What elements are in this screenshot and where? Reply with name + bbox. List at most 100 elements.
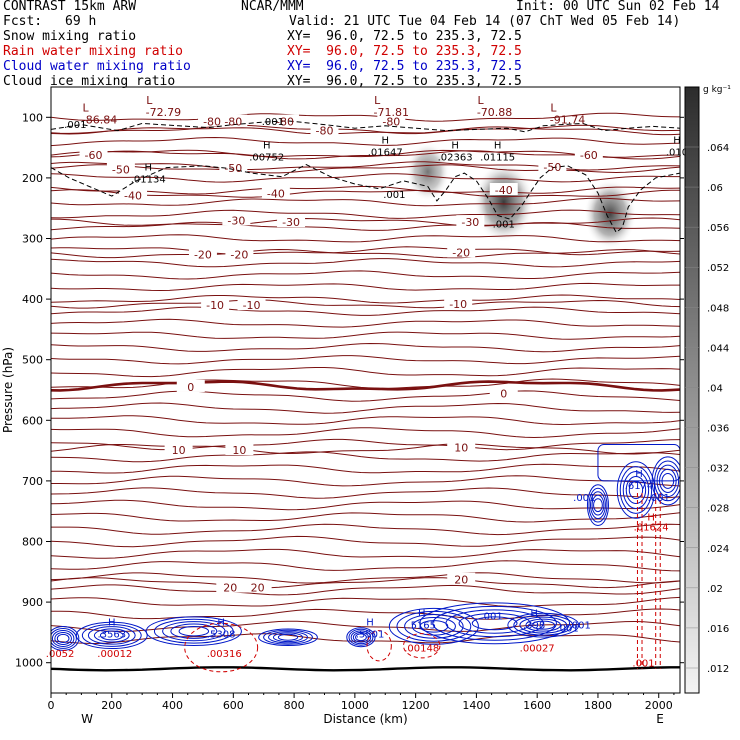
init-time: Init: 00 UTC Sun 02 Feb 14: [516, 0, 720, 14]
temperature-label: 0: [187, 381, 194, 394]
temperature-contour: [51, 475, 680, 487]
west-marker: W: [81, 712, 93, 726]
surface-line: [51, 666, 680, 672]
cloud-water-contour: [258, 628, 318, 647]
cloud-water-contour: [616, 461, 656, 519]
low-value: -71.81: [374, 106, 409, 119]
colorbar-tick-label: .012: [707, 664, 729, 675]
cloud-water-contour: [458, 612, 531, 634]
cloud-water-contour: [153, 618, 234, 644]
x-tick-label: 400: [162, 699, 183, 712]
y-tick-label: 100: [22, 111, 43, 124]
temperature-contour--80: [51, 126, 680, 136]
cloud-water-contour: [51, 629, 75, 647]
temperature-contour: [51, 112, 680, 122]
low-value: -86.84: [82, 114, 117, 127]
y-tick-label: 600: [22, 414, 43, 427]
temperature-contour: [51, 584, 680, 596]
temperature-contour--40: [51, 189, 680, 198]
cloud-water-contour: [93, 628, 130, 643]
temperature-label: -40: [267, 188, 285, 201]
y-tick-label: 700: [22, 475, 43, 488]
temperature-contour: [51, 124, 680, 135]
rain-max-value: .00027: [520, 644, 555, 655]
cloud-water-contour: [54, 631, 72, 645]
temperature-label: -20: [230, 248, 248, 261]
cloud-water-max-marker: H: [418, 608, 426, 619]
cloud-water-max-value: .5308: [207, 629, 236, 640]
temperature-label: -60: [85, 149, 103, 162]
x-tick-label: 1600: [523, 699, 551, 712]
cloud-water-contour: [162, 621, 226, 642]
cloud-water-contour: [263, 629, 313, 645]
plot-frame: [50, 86, 681, 694]
temperature-label: -80: [382, 116, 400, 129]
temperature-label: -80: [224, 116, 242, 129]
cloud-water-contour: [145, 616, 242, 647]
rain-max-value: .0052: [46, 649, 75, 660]
temperature-contour: [51, 331, 680, 340]
cloud-water-max-marker: H: [530, 608, 538, 619]
temperature-contour--50: [51, 164, 680, 174]
temperature-contour: [51, 246, 680, 256]
temperature-label: -50: [224, 162, 242, 175]
temperature-label: -30: [461, 216, 479, 229]
temperature-contour-10: [51, 443, 680, 455]
snow-max-value: .01115: [480, 153, 515, 164]
colorbar-tick-label: .024: [707, 544, 729, 555]
rain-max-value: .01624: [634, 522, 669, 533]
temperature-label: -10: [449, 298, 467, 311]
cloud-water-contour: [586, 484, 609, 527]
rain-contour: [184, 622, 259, 673]
temperature-contour: [51, 367, 680, 378]
temperature-label: -40: [495, 184, 513, 197]
temperature-contour: [51, 596, 680, 607]
ice-contour-label: .001: [262, 117, 284, 128]
ice-shading-blob: [405, 142, 450, 202]
temperature-contour: [51, 306, 680, 316]
cloud-water-contour: [272, 632, 304, 643]
cloud-water-contour: [525, 618, 562, 632]
cloud-water-contour: [507, 612, 580, 638]
temperature-label: -80: [315, 125, 333, 138]
cloud-water-contour: [625, 475, 647, 505]
cloud-water-max-value: .3563: [97, 629, 126, 640]
y-tick-label: 500: [22, 354, 43, 367]
temperature-contour: [51, 560, 680, 572]
snow-max-value: .02363: [438, 153, 473, 164]
cloud-water-contour: [75, 621, 148, 650]
x-tick-label: 200: [101, 699, 122, 712]
temperature-contour: [51, 258, 680, 268]
low-marker: L: [374, 94, 381, 107]
temperature-contour: [51, 270, 680, 280]
temperature-contour--30: [51, 217, 680, 227]
temperature-label: -20: [194, 248, 212, 261]
temperature-contour--20: [51, 248, 680, 259]
temperature-label: 10: [454, 442, 468, 455]
low-value: -91.74: [550, 114, 585, 127]
temperature-contour: [51, 136, 680, 147]
temperature-label: -50: [112, 163, 130, 176]
east-marker: E: [656, 712, 664, 726]
cloud-water-contour: [471, 616, 518, 631]
x-tick-label: 1000: [341, 699, 369, 712]
cloud-water-contour: [593, 498, 603, 513]
temperature-contour: [51, 572, 680, 584]
model-name: CONTRAST 15km ARW: [3, 0, 137, 14]
cloud-water-contour: [590, 491, 606, 520]
cloud-water-contour: [531, 620, 556, 630]
legend-snow-name: Snow mixing ratio: [3, 29, 137, 44]
temperature-label: -60: [580, 149, 598, 162]
cloud-water-max-value: .001: [556, 623, 578, 634]
cloud-water-contour: [513, 614, 574, 636]
colorbar-tick-label: .056: [707, 223, 729, 234]
rain-max-value: .001: [632, 659, 654, 670]
cloud-water-contour: [178, 625, 210, 637]
cloud-water-contour: [419, 602, 571, 645]
cloud-water-contour: [432, 605, 557, 641]
legend-rain-name: Rain water mixing ratio: [3, 44, 184, 59]
temperature-label: -30: [282, 216, 300, 229]
x-axis-title: Distance (km): [323, 712, 407, 726]
cloud-water-max-value: .001: [573, 493, 595, 504]
temperature-contour: [51, 294, 680, 304]
